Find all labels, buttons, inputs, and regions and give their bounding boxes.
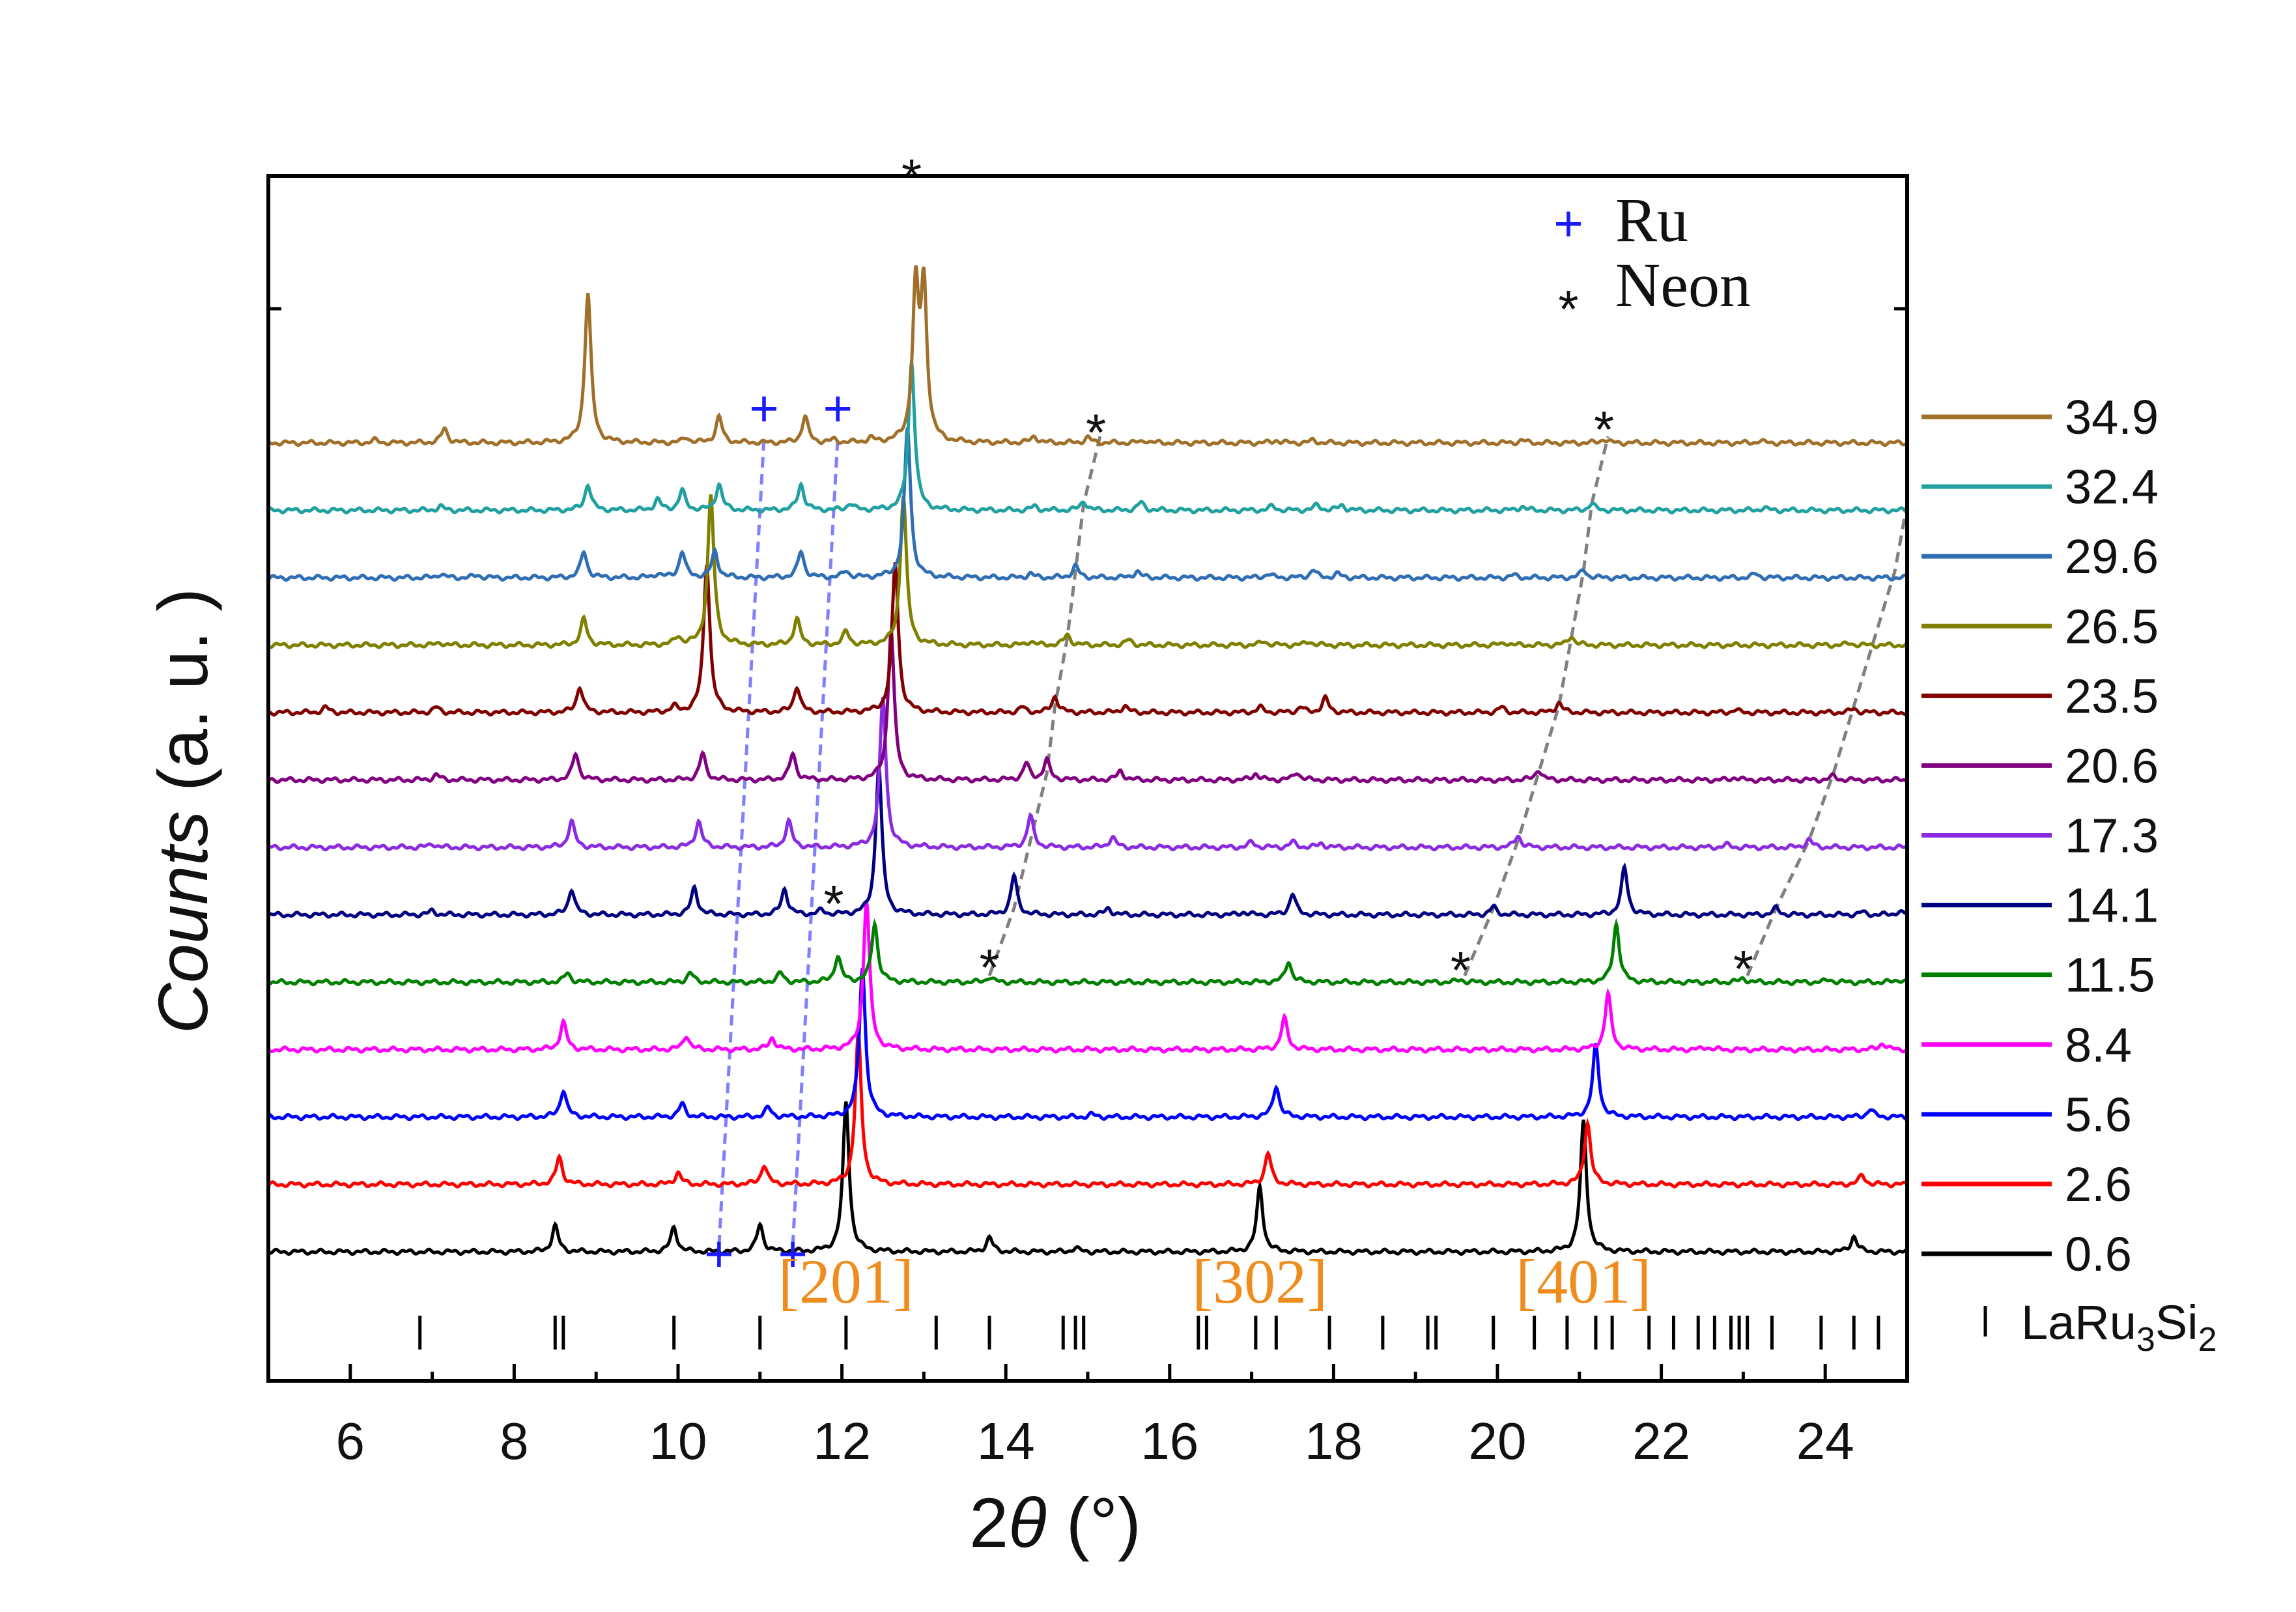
guide-line-3	[1463, 436, 1610, 976]
peak-shift-guide-lines	[717, 436, 1907, 1246]
reference-ticks	[418, 1316, 1880, 1350]
neon-marker: *	[823, 875, 843, 933]
trace-8-4	[268, 900, 1907, 1054]
trace-20-6	[268, 630, 1907, 784]
x-tick-label: 14	[977, 1412, 1035, 1470]
guide-line-0	[717, 436, 766, 1246]
legend-label: 8.4	[2065, 1018, 2132, 1072]
trace-11-5	[268, 918, 1907, 987]
miller-index-label: [201]	[778, 1247, 914, 1316]
x-tick-label: 20	[1469, 1412, 1527, 1470]
miller-index-labels: [201] [302] [401]	[778, 1247, 1651, 1316]
legend-label: 20.6	[2065, 739, 2159, 793]
marker-legend-label: Ru	[1615, 185, 1688, 255]
reference-legend: LaRu3Si2	[1983, 1295, 2217, 1359]
legend-label: 0.6	[2065, 1227, 2132, 1281]
x-axis-title: 2θ (°)	[969, 1483, 1141, 1562]
legend-label: 29.6	[2065, 530, 2159, 584]
y-axis-title: Counts (a. u. )	[143, 588, 222, 1034]
neon-marker: *	[979, 939, 999, 997]
legend-label: 34.9	[2065, 390, 2159, 444]
legend-label: 26.5	[2065, 599, 2159, 653]
x-tick-label: 22	[1632, 1412, 1690, 1470]
trace-14-1	[268, 765, 1907, 919]
marker-legend: + Ru * Neon	[1553, 185, 1751, 338]
miller-index-label: [302]	[1192, 1247, 1327, 1316]
trace-2-6	[268, 1032, 1907, 1189]
ru-marker: +	[749, 380, 779, 437]
x-axis: 6 8 10 12 14 16 18 20 22 24	[266, 1364, 1909, 1470]
legend-label: 23.5	[2065, 669, 2159, 723]
x-tick-label: 8	[500, 1412, 529, 1470]
x-tick-label: 18	[1305, 1412, 1363, 1470]
guide-line-2	[987, 436, 1102, 976]
legend-label: 2.6	[2065, 1157, 2132, 1211]
x-tick-label: 10	[649, 1412, 707, 1470]
neon-marker: *	[1086, 403, 1106, 461]
trace-23-5	[268, 562, 1907, 717]
trace-0-6	[268, 1101, 1907, 1256]
guide-line-4	[1746, 503, 1907, 976]
neon-marker: *	[1733, 940, 1753, 998]
x-tick-label: 12	[813, 1412, 871, 1470]
neon-marker: *	[1594, 401, 1614, 459]
trace-26-5	[268, 494, 1907, 649]
trace-5-6	[268, 968, 1907, 1122]
neon-marker: *	[1451, 941, 1471, 999]
marker-legend-label: Neon	[1615, 250, 1751, 320]
ru-marker: +	[823, 380, 853, 437]
trace-32-4	[268, 361, 1907, 515]
ru-marker: +	[778, 1225, 808, 1282]
legend-label: 32.4	[2065, 460, 2159, 514]
trace-34-9	[268, 264, 1907, 447]
legend-label: 14.1	[2065, 879, 2159, 933]
neon-legend-symbol: *	[1558, 280, 1578, 338]
ru-legend-symbol: +	[1553, 195, 1583, 252]
x-tick-label: 24	[1796, 1412, 1854, 1470]
legend-label: 17.3	[2065, 809, 2159, 863]
trace-17-3	[268, 697, 1907, 852]
x-tick-label: 6	[336, 1412, 365, 1470]
trace-29-6	[268, 427, 1907, 582]
miller-index-label: [401]	[1516, 1247, 1651, 1316]
legend-label: 11.5	[2065, 948, 2155, 1002]
x-tick-label: 16	[1141, 1412, 1198, 1470]
reference-legend-label: LaRu3Si2	[2021, 1295, 2217, 1359]
diffraction-traces	[268, 264, 1907, 1256]
series-legend: 34.9 32.4 29.6 26.5 23.5 20.6 17.3 14.1 11.5 8.4 5…	[1921, 390, 2159, 1281]
ru-marker: +	[704, 1225, 734, 1282]
peak-markers: + + + + * * * * * * *	[704, 148, 1753, 1282]
legend-label: 5.6	[2065, 1088, 2132, 1142]
